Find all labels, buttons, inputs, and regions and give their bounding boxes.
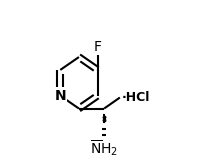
Text: F: F	[94, 40, 102, 54]
Text: N: N	[54, 89, 66, 103]
Text: ·HCl: ·HCl	[121, 91, 150, 104]
Text: $\overline{\mathrm{N}}$H$_2$: $\overline{\mathrm{N}}$H$_2$	[90, 139, 118, 158]
